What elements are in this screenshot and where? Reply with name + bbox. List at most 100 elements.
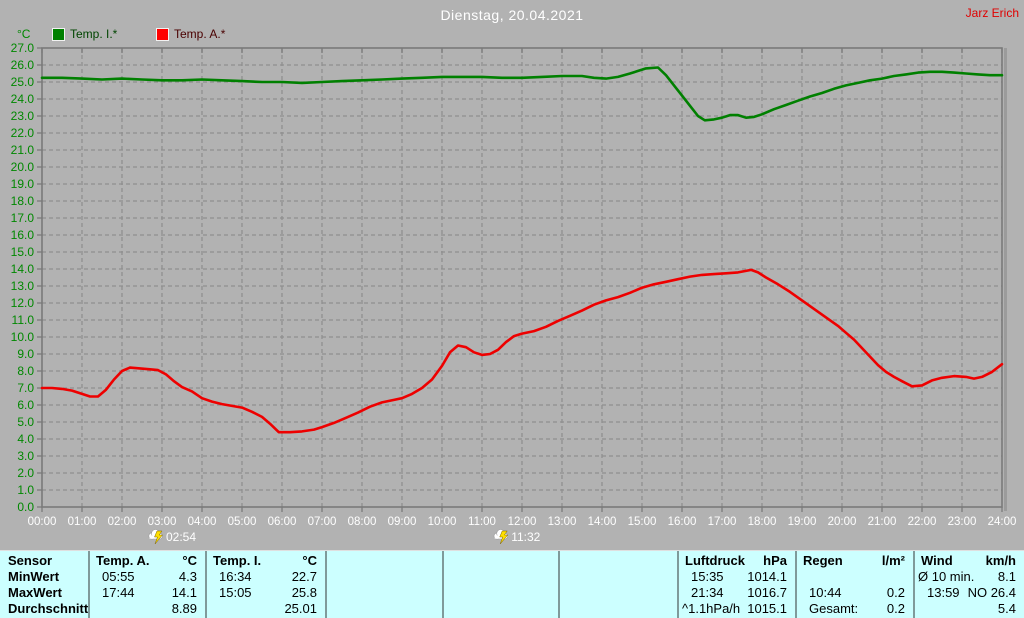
temp-a-swatch-icon [156, 27, 169, 41]
summary-value-cell: 25.01 [284, 601, 317, 616]
summary-header-empty-3 [560, 553, 677, 569]
x-tick-label: 07:00 [308, 516, 337, 528]
summary-value-cell: 15:35 1014.1 [691, 569, 787, 584]
summary-value-cell [444, 601, 558, 617]
summary-value-cell: ^1.1hPa/h 1015.1 [682, 601, 787, 616]
summary-row-label: Sensor [8, 553, 53, 568]
summary-row-label: MinWert [8, 569, 60, 584]
plot-frame [41, 47, 1003, 508]
y-tick-label: 26.0 [11, 58, 35, 72]
summary-value-cell [444, 585, 558, 601]
x-tick-label: 05:00 [228, 516, 257, 528]
summary-value-cell [444, 569, 558, 585]
y-tick-label: 1.0 [17, 483, 34, 497]
y-tick-label: 16.0 [11, 228, 35, 242]
x-tick-label: 18:00 [748, 516, 777, 528]
x-tick-label: 08:00 [348, 516, 377, 528]
summary-value-cell: 5.4 [997, 601, 1016, 616]
summary-column-empty-1 [325, 551, 442, 618]
summary-value-cell [560, 601, 677, 617]
summary-value-cell [797, 569, 913, 585]
y-tick-label: 7.0 [17, 381, 34, 395]
summary-value-cell: 17:44 14.1 [102, 585, 197, 600]
x-tick-label: 23:00 [948, 516, 977, 528]
summary-column-empty-2 [442, 551, 558, 618]
summary-header-temp-i: Temp. I. °C [213, 553, 317, 568]
summary-column-temp-i: Temp. I. °C 16:34 22.7 15:05 25.8 25.01 [205, 551, 325, 618]
y-tick-label: 25.0 [11, 75, 35, 89]
summary-header-luftdruck: Luftdruck hPa [685, 553, 787, 568]
summary-value-cell: Ø 10 min. 8.1 [918, 569, 1016, 584]
y-tick-label: 13.0 [11, 279, 35, 293]
summary-header-regen: Regen l/m² [803, 553, 905, 568]
summary-row-label: Durchschnitt [8, 601, 89, 616]
x-tick-label: 00:00 [28, 516, 57, 528]
x-tick-label: 19:00 [788, 516, 817, 528]
x-tick-label: 24:00 [988, 516, 1017, 528]
summary-value-cell: 21:34 1016.7 [691, 585, 787, 600]
summary-header-empty-1 [327, 553, 442, 569]
x-tick-label: 22:00 [908, 516, 937, 528]
x-tick-label: 17:00 [708, 516, 737, 528]
temperature-chart: 27.0 26.0 25.0 24.0 23.0 22.0 21.0 20.0 19.0 18.0… [11, 41, 1017, 545]
x-tick-label: 09:00 [388, 516, 417, 528]
summary-value-cell [327, 569, 442, 585]
summary-value-cell: Gesamt: 0.2 [809, 601, 905, 616]
series-line-temp-a [40, 268, 1004, 434]
page-title: Dienstag, 20.04.2021 [440, 7, 584, 23]
x-tick-label: 13:00 [548, 516, 577, 528]
series-line-temp-i [40, 66, 1004, 122]
summary-header-wind: Wind km/h [921, 553, 1016, 568]
summary-table: Sensor MinWert MaxWert Durchschnitt Temp. A.… [0, 550, 1024, 618]
summary-header-temp-a: Temp. A. °C [96, 553, 197, 568]
y-tick-label: 12.0 [11, 296, 35, 310]
event-time-label: 02:54 [166, 530, 196, 544]
x-tick-label: 06:00 [268, 516, 297, 528]
y-tick-label: 4.0 [17, 432, 34, 446]
summary-column-row-labels: Sensor MinWert MaxWert Durchschnitt [0, 551, 88, 618]
y-tick-label: 8.0 [17, 364, 34, 378]
temp-i-swatch-icon [52, 27, 65, 41]
x-tick-label: 15:00 [628, 516, 657, 528]
summary-value-cell: 10:44 0.2 [809, 585, 905, 600]
y-tick-label: 17.0 [11, 211, 35, 225]
x-tick-label: 11:00 [468, 516, 496, 528]
y-tick-label: 6.0 [17, 398, 34, 412]
summary-column-luftdruck: Luftdruck hPa 15:35 1014.1 21:34 1016.7 ^1.1hP… [677, 551, 795, 618]
y-tick-label: 9.0 [17, 347, 34, 361]
x-tick-label: 14:00 [588, 516, 617, 528]
x-tick-label: 10:00 [428, 516, 457, 528]
y-tick-label: 0.0 [17, 500, 34, 514]
y-tick-label: 19.0 [11, 177, 35, 191]
y-tick-label: 11.0 [12, 313, 35, 327]
summary-value-cell: 15:05 25.8 [219, 585, 317, 600]
storm-icon [493, 529, 509, 545]
summary-value-cell [560, 569, 677, 585]
summary-value-cell [327, 585, 442, 601]
summary-value-cell [560, 585, 677, 601]
x-tick-label: 21:00 [868, 516, 897, 528]
y-tick-label: 27.0 [11, 41, 35, 55]
y-tick-label: 14.0 [11, 262, 35, 276]
x-tick-label: 04:00 [188, 516, 217, 528]
legend-item-temp-a: Temp. A.* [156, 27, 234, 41]
summary-value-cell: 8.89 [171, 601, 197, 616]
y-tick-label: 22.0 [11, 126, 35, 140]
summary-column-temp-a: Temp. A. °C 05:55 4.3 17:44 14.1 8.89 [88, 551, 205, 618]
y-tick-label: 20.0 [11, 160, 35, 174]
summary-header-empty-2 [444, 553, 558, 569]
x-tick-label: 20:00 [828, 516, 857, 528]
y-tick-label: 2.0 [17, 466, 34, 480]
summary-value-cell: 05:55 4.3 [102, 569, 197, 584]
legend-item-temp-i: Temp. I.* [52, 27, 130, 41]
y-tick-label: 21.0 [11, 143, 35, 157]
summary-row-label: MaxWert [8, 585, 62, 600]
chart-legend: Temp. I.* Temp. A.* [52, 27, 260, 41]
x-tick-label: 16:00 [668, 516, 697, 528]
y-tick-label: 15.0 [11, 245, 35, 259]
x-tick-label: 12:00 [508, 516, 537, 528]
y-tick-label: 18.0 [11, 194, 35, 208]
summary-value-cell: 13:59 NO 26.4 [927, 585, 1016, 600]
x-tick-label: 02:00 [108, 516, 137, 528]
legend-label-temp-i: Temp. I.* [70, 27, 118, 41]
